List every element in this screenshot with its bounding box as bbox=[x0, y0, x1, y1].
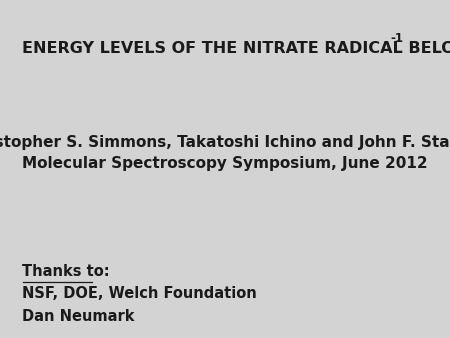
Text: Thanks to:: Thanks to: bbox=[22, 264, 110, 279]
Text: -1: -1 bbox=[391, 32, 404, 45]
Text: ENERGY LEVELS OF THE NITRATE RADICAL BELOW 2000 CM: ENERGY LEVELS OF THE NITRATE RADICAL BEL… bbox=[22, 41, 450, 55]
Text: NSF, DOE, Welch Foundation: NSF, DOE, Welch Foundation bbox=[22, 286, 257, 300]
Text: Christopher S. Simmons, Takatoshi Ichino and John F. Stanton
Molecular Spectrosc: Christopher S. Simmons, Takatoshi Ichino… bbox=[0, 135, 450, 171]
Text: Dan Neumark: Dan Neumark bbox=[22, 309, 135, 324]
